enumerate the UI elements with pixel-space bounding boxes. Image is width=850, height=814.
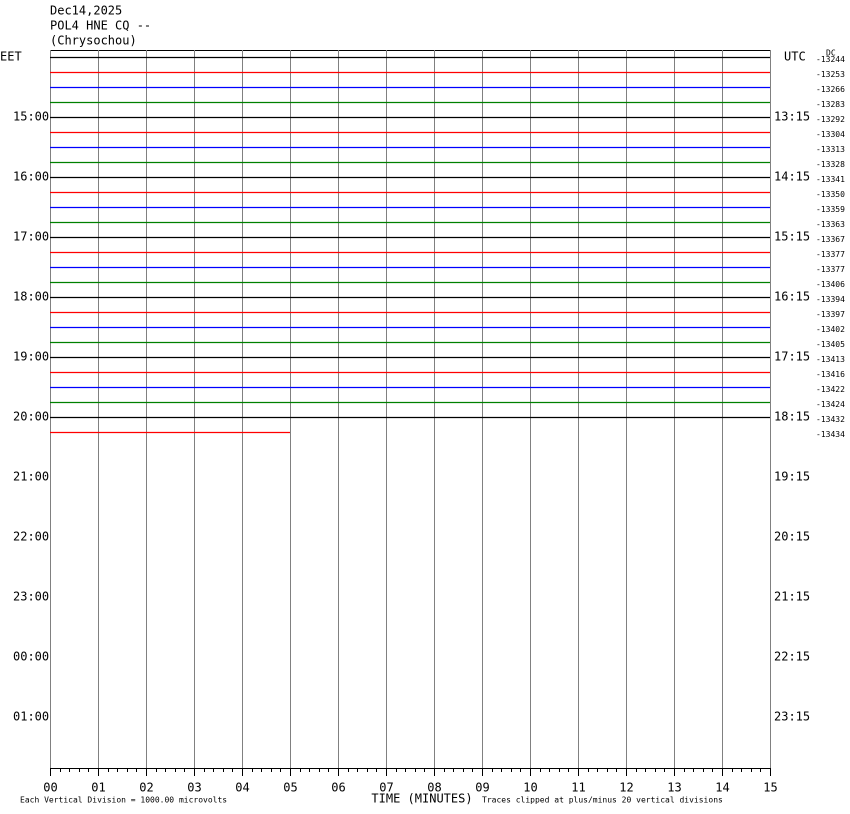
x-tick-label: 15 bbox=[763, 781, 777, 795]
left-hour-label: 23:00 bbox=[13, 590, 49, 604]
row-offset: -13328 bbox=[816, 160, 845, 169]
x-tick-label: 02 bbox=[139, 781, 153, 795]
header-line: POL4 HNE CQ -- bbox=[50, 19, 151, 33]
right-hour-label: 13:15 bbox=[774, 110, 810, 124]
x-tick-label: 11 bbox=[571, 781, 585, 795]
row-offset: -13253 bbox=[816, 70, 845, 79]
header-line: (Chrysochou) bbox=[50, 34, 137, 48]
x-tick-label: 13 bbox=[667, 781, 681, 795]
row-offset: -13397 bbox=[816, 310, 845, 319]
x-tick-label: 06 bbox=[331, 781, 345, 795]
row-offset: -13292 bbox=[816, 115, 845, 124]
left-hour-label: 16:00 bbox=[13, 170, 49, 184]
row-offset: -13367 bbox=[816, 235, 845, 244]
row-offset: -13350 bbox=[816, 190, 845, 199]
left-hour-label: 01:00 bbox=[13, 710, 49, 724]
left-hour-label: 17:00 bbox=[13, 230, 49, 244]
x-tick-label: 01 bbox=[91, 781, 105, 795]
row-offset: -13283 bbox=[816, 100, 845, 109]
row-offset: -13359 bbox=[816, 205, 845, 214]
row-offset: -13244 bbox=[816, 55, 845, 64]
x-tick-label: 08 bbox=[427, 781, 441, 795]
left-zone: EET bbox=[0, 50, 22, 64]
right-hour-label: 23:15 bbox=[774, 710, 810, 724]
x-tick-label: 03 bbox=[187, 781, 201, 795]
row-offset: -13432 bbox=[816, 415, 845, 424]
right-hour-label: 19:15 bbox=[774, 470, 810, 484]
right-hour-label: 20:15 bbox=[774, 530, 810, 544]
footer-right: Traces clipped at plus/minus 20 vertical… bbox=[482, 796, 723, 805]
row-offset: -13363 bbox=[816, 220, 845, 229]
x-tick-label: 12 bbox=[619, 781, 633, 795]
row-offset: -13413 bbox=[816, 355, 845, 364]
right-hour-label: 18:15 bbox=[774, 410, 810, 424]
row-offset: -13434 bbox=[816, 430, 845, 439]
right-hour-label: 21:15 bbox=[774, 590, 810, 604]
x-tick-label: 09 bbox=[475, 781, 489, 795]
row-offset: -13422 bbox=[816, 385, 845, 394]
row-offset: -13266 bbox=[816, 85, 845, 94]
right-hour-label: 16:15 bbox=[774, 290, 810, 304]
left-hour-label: 00:00 bbox=[13, 650, 49, 664]
x-axis-label: TIME (MINUTES) bbox=[371, 792, 472, 806]
x-tick-label: 10 bbox=[523, 781, 537, 795]
x-tick-label: 07 bbox=[379, 781, 393, 795]
right-zone: UTC bbox=[784, 50, 806, 64]
row-offset: -13402 bbox=[816, 325, 845, 334]
row-offset: -13406 bbox=[816, 280, 845, 289]
left-hour-label: 15:00 bbox=[13, 110, 49, 124]
row-offset: -13405 bbox=[816, 340, 845, 349]
left-hour-label: 22:00 bbox=[13, 530, 49, 544]
left-hour-label: 20:00 bbox=[13, 410, 49, 424]
left-hour-label: 18:00 bbox=[13, 290, 49, 304]
left-hour-label: 19:00 bbox=[13, 350, 49, 364]
footer-left: Each Vertical Division = 1000.00 microvo… bbox=[20, 796, 227, 805]
row-offset: -13377 bbox=[816, 265, 845, 274]
right-hour-label: 15:15 bbox=[774, 230, 810, 244]
right-hour-label: 14:15 bbox=[774, 170, 810, 184]
x-tick-label: 05 bbox=[283, 781, 297, 795]
row-offset: -13394 bbox=[816, 295, 845, 304]
x-tick-label: 14 bbox=[715, 781, 729, 795]
row-offset: -13416 bbox=[816, 370, 845, 379]
left-hour-label: 21:00 bbox=[13, 470, 49, 484]
row-offset: -13304 bbox=[816, 130, 845, 139]
row-offset: -13313 bbox=[816, 145, 845, 154]
row-offset: -13377 bbox=[816, 250, 845, 259]
x-tick-label: 00 bbox=[43, 781, 57, 795]
header-line: Dec14,2025 bbox=[50, 4, 122, 18]
right-hour-label: 17:15 bbox=[774, 350, 810, 364]
plot-frame bbox=[50, 50, 771, 769]
dc-label: DC bbox=[826, 49, 836, 58]
x-tick-label: 04 bbox=[235, 781, 249, 795]
right-hour-label: 22:15 bbox=[774, 650, 810, 664]
row-offset: -13424 bbox=[816, 400, 845, 409]
row-offset: -13341 bbox=[816, 175, 845, 184]
